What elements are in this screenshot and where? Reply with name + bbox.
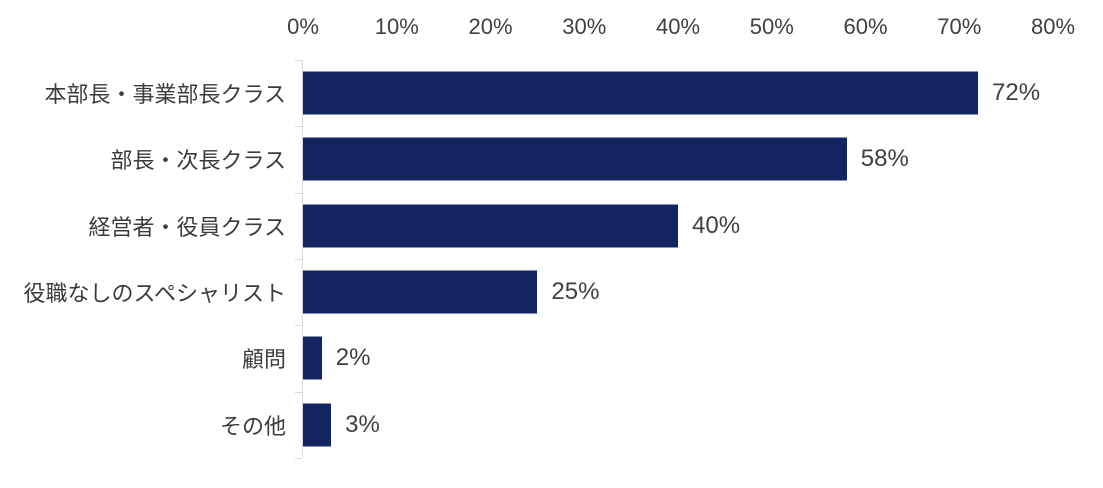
bar-row: 顧問 2%: [0, 325, 1103, 391]
x-axis-tick-label: 70%: [937, 14, 982, 39]
x-axis-tick-label: 0%: [287, 14, 319, 39]
bar-row: その他 3%: [0, 392, 1103, 458]
bar: [303, 137, 847, 181]
category-label: 顧問: [241, 347, 286, 373]
x-axis-tick-label: 60%: [843, 14, 888, 39]
x-axis-tick-label: 80%: [1030, 14, 1076, 39]
x-axis-tick-label: 10%: [374, 14, 419, 39]
value-label: 25%: [551, 278, 600, 306]
category-axis-tick: [295, 325, 302, 326]
bar-row: 経営者・役員クラス 40%: [0, 193, 1103, 259]
category-label: その他: [219, 413, 286, 439]
x-axis-tick-label: 40%: [655, 14, 701, 39]
value-label: 40%: [692, 211, 741, 239]
category-axis-tick: [295, 193, 302, 194]
bar: [303, 204, 678, 248]
bar-row: 本部長・事業部長クラス 72%: [0, 60, 1103, 126]
x-axis-tick-label: 30%: [562, 14, 607, 39]
bar: [303, 403, 332, 447]
category-axis-tick: [295, 392, 302, 393]
value-label: 3%: [345, 410, 380, 438]
value-label: 72%: [992, 79, 1041, 107]
category-axis-tick: [295, 60, 302, 61]
x-axis-tick-label: 50%: [749, 14, 794, 39]
category-axis-tick: [295, 126, 302, 127]
category-label: 本部長・事業部長クラス: [44, 82, 286, 108]
value-label: 58%: [860, 145, 909, 173]
category-label: 役職なしのスペシャリスト: [23, 281, 286, 307]
value-label: 2%: [335, 344, 371, 372]
category-axis-tick: [295, 458, 302, 459]
bar: [303, 336, 322, 380]
bar: [303, 71, 978, 115]
category-label: 経営者・役員クラス: [88, 214, 286, 240]
category-axis-line: [302, 60, 303, 458]
bar-row: 部長・次長クラス 58%: [0, 126, 1103, 192]
bar: [303, 270, 538, 314]
category-axis-tick: [295, 259, 302, 260]
category-label: 部長・次長クラス: [110, 148, 286, 174]
bar-row: 役職なしのスペシャリスト 25%: [0, 259, 1103, 325]
x-axis-tick-label: 20%: [468, 14, 513, 39]
